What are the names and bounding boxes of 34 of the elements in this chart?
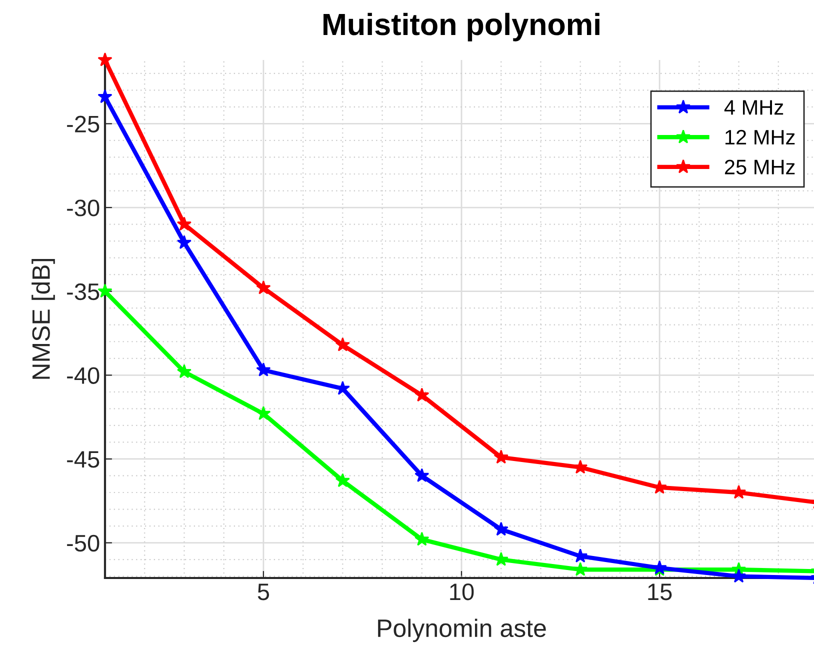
point: [731, 484, 746, 499]
point: [573, 460, 588, 474]
y-tick-label: -30: [67, 200, 100, 216]
x-tick-label: 5: [258, 584, 270, 600]
point: [98, 89, 112, 104]
y-tick-label: -40: [67, 367, 100, 384]
y-tick-label: -35: [67, 283, 100, 300]
x-tick-label: 15: [648, 584, 672, 600]
point: [256, 406, 271, 420]
point: [98, 52, 112, 66]
point: [176, 364, 192, 378]
point: [494, 522, 508, 536]
point: [731, 568, 746, 583]
point: [335, 337, 350, 352]
point: [176, 216, 192, 231]
point: [256, 280, 271, 294]
y-tick-label: -25: [67, 116, 100, 132]
point: [414, 468, 430, 482]
point: [414, 532, 430, 546]
y-tick-label: -50: [67, 534, 100, 552]
x-tick-label: 10: [450, 583, 474, 600]
legend-label: 4 MHz: [724, 100, 784, 115]
y-tick-label: -45: [67, 451, 100, 468]
y-axis-title: NMSE [dB]: [32, 258, 55, 379]
x-axis-title: Polynomin aste: [378, 618, 546, 642]
point: [494, 450, 508, 464]
legend-label: 25 MHz: [724, 160, 795, 174]
point: [335, 473, 350, 488]
point: [176, 235, 192, 250]
point: [414, 388, 430, 402]
legend-label: 12 MHz: [726, 130, 795, 144]
chart-title: Muistiton polynomi: [324, 12, 600, 42]
point: [256, 362, 271, 376]
point: [573, 562, 588, 576]
